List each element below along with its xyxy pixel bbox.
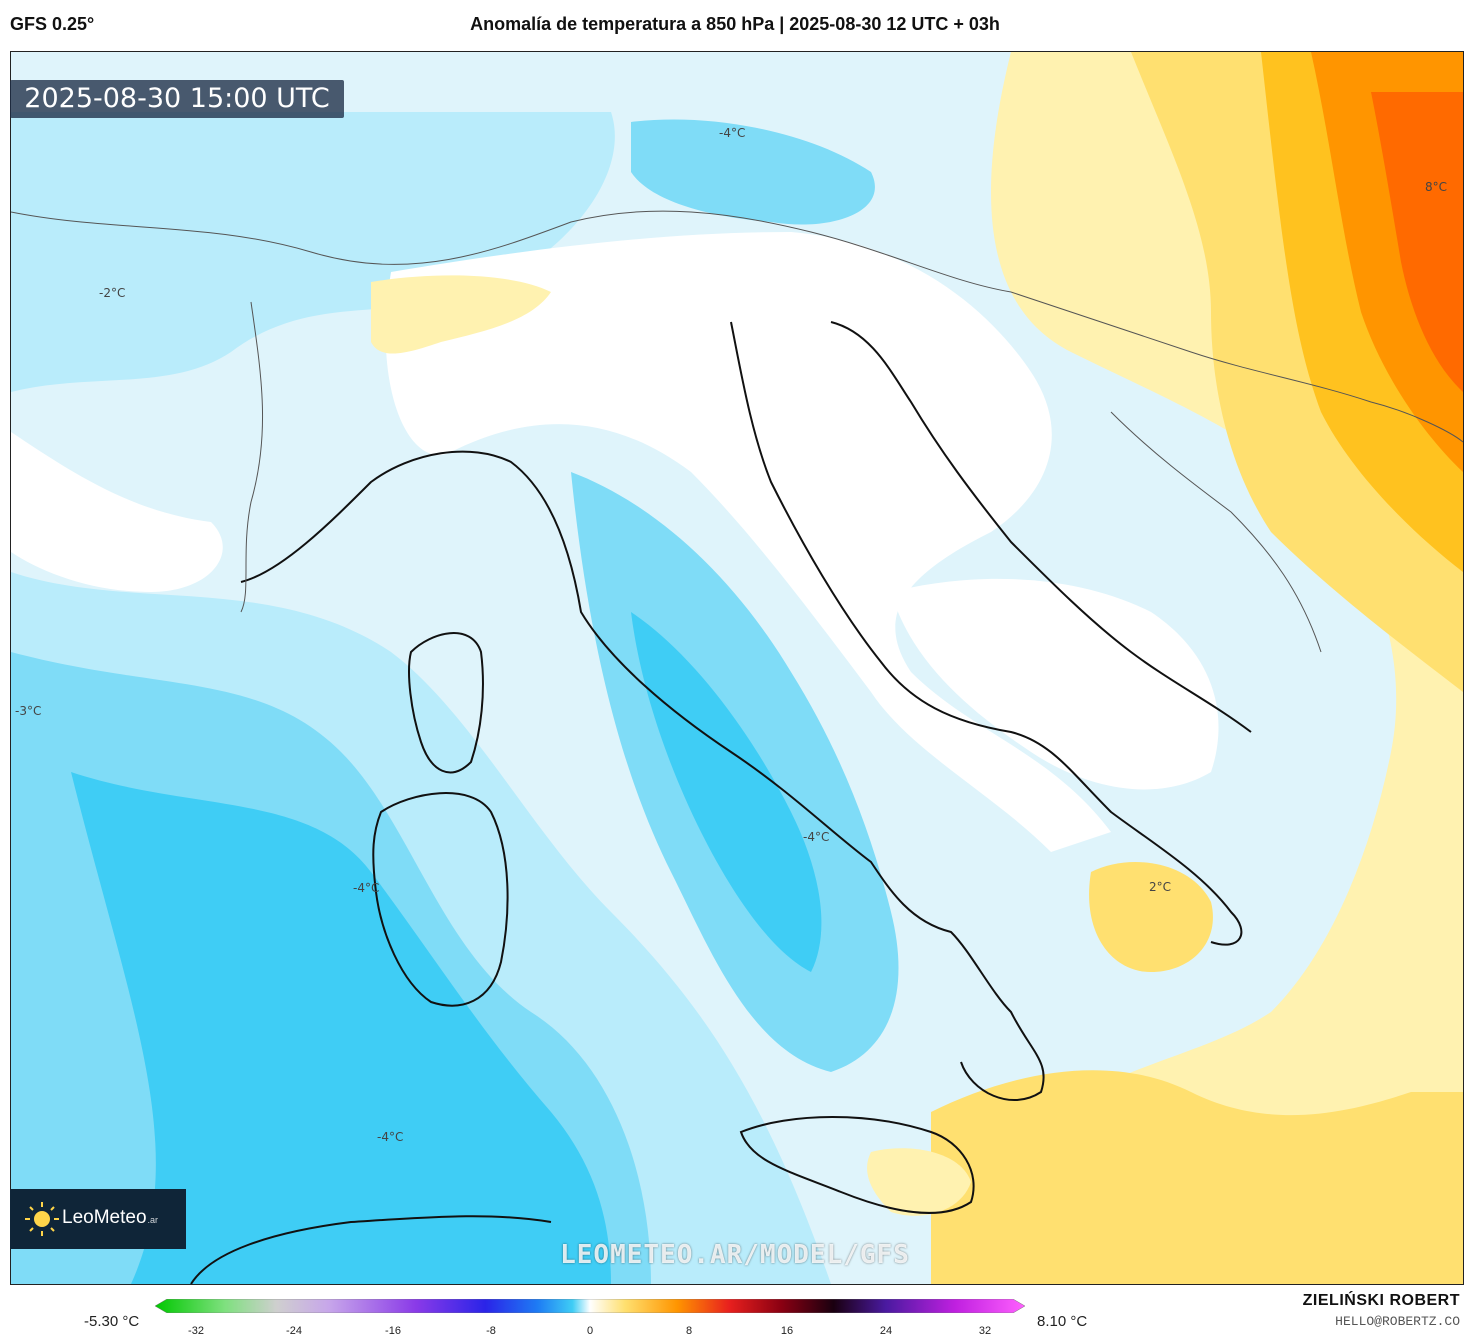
africa-coast	[190, 1215, 552, 1284]
warm-zone-sicily	[867, 1148, 971, 1216]
cold-zone-italy-core	[631, 612, 822, 972]
legend-tick: -16	[385, 1325, 401, 1337]
border-balkans	[1110, 411, 1322, 653]
model-label: GFS 0.25°	[10, 14, 95, 34]
legend-min-label: -5.30 °C	[84, 1313, 140, 1330]
balkan-coast	[830, 321, 1252, 733]
author-email[interactable]: HELLO@ROBERTZ.CO	[1335, 1314, 1460, 1329]
contour-label: 8°C	[1425, 180, 1447, 194]
borders	[11, 210, 1463, 653]
italy-east-coast	[730, 321, 1243, 946]
neutral-zone-center	[385, 232, 1111, 852]
map-title: Anomalía de temperatura a 850 hPa | 2025…	[470, 14, 1000, 34]
logo-suffix: .ar	[147, 1215, 159, 1225]
legend-tick: -32	[188, 1325, 204, 1337]
watermark-url: LEOMETEO.AR/MODEL/GFS	[560, 1240, 910, 1270]
legend-max-label: 8.10 °C	[1037, 1313, 1088, 1330]
contour-label: -4°C	[353, 881, 379, 895]
leometeo-logo[interactable]: LeoMeteo.ar	[10, 1189, 186, 1249]
corsica-coast	[408, 632, 484, 774]
warm-zone-alps	[371, 275, 551, 354]
legend-tick: 0	[586, 1325, 594, 1337]
legend-tick: 16	[780, 1325, 794, 1337]
coastlines	[190, 321, 1252, 1284]
map-area[interactable]: -4°C -2°C 8°C -3°C -4°C -4°C 2°C -4°C	[10, 51, 1464, 1285]
warm-zone-hottest	[1371, 92, 1463, 392]
legend-tick: -24	[286, 1325, 302, 1337]
italy-west-coast	[240, 450, 1045, 1102]
sun-icon	[25, 1202, 59, 1236]
temperature-anomaly-map: -4°C -2°C 8°C -3°C -4°C -4°C 2°C -4°C	[11, 52, 1463, 1284]
contour-label: -4°C	[719, 126, 745, 140]
cold-zone-strong	[71, 772, 611, 1284]
legend-tick: 32	[978, 1325, 992, 1337]
sardinia-coast	[372, 792, 509, 1007]
warm-zone-south	[931, 1070, 1463, 1284]
neutral-zone-france	[11, 432, 223, 592]
contour-label: -4°C	[377, 1130, 403, 1144]
contour-label: -2°C	[99, 286, 125, 300]
border-central-europe	[1010, 291, 1463, 443]
cold-zone-austria	[631, 119, 875, 225]
legend-tick: -8	[486, 1325, 496, 1337]
warm-zone-apulia	[1089, 862, 1213, 972]
timestamp-badge: 2025-08-30 15:00 UTC	[10, 80, 344, 118]
scale-gradient	[155, 1299, 1025, 1313]
neutral-zone-adriatic	[891, 578, 1219, 790]
legend-tick: 8	[685, 1325, 693, 1337]
sicily-coast	[739, 1116, 975, 1214]
cold-zone-north	[11, 112, 615, 392]
contour-label: 2°C	[1149, 880, 1171, 894]
color-scale-bar	[155, 1299, 1025, 1313]
logo-text: LeoMeteo.ar	[62, 1207, 158, 1229]
contour-label: -3°C	[15, 704, 41, 718]
logo-name: LeoMeteo	[62, 1207, 147, 1228]
legend-tick: 24	[879, 1325, 893, 1337]
author-name: ZIELIŃSKI ROBERT	[1302, 1292, 1460, 1309]
contour-label: -4°C	[803, 830, 829, 844]
border-alps	[11, 210, 1012, 293]
border-france-italy	[240, 301, 264, 613]
